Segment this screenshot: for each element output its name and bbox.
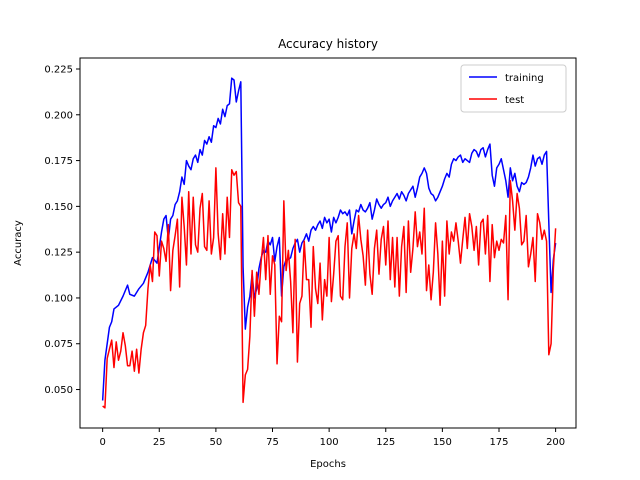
x-tick-label: 125: [376, 437, 395, 448]
y-tick-label: 0.150: [44, 202, 73, 213]
x-tick-label: 75: [266, 437, 279, 448]
plot-frame: [79, 57, 577, 429]
x-tick-label: 50: [210, 437, 223, 448]
series-layer: [101, 77, 557, 409]
legend-label-test: test: [505, 95, 524, 106]
y-tick-label: 0.225: [44, 64, 73, 75]
x-tick-label: 150: [433, 437, 452, 448]
x-axis: 0 25 50 75 100 125 150 175 200: [99, 428, 565, 448]
x-axis-title: Epochs: [310, 459, 346, 470]
legend-label-training: training: [505, 73, 544, 84]
y-tick-label: 0.050: [44, 385, 73, 396]
y-axis-title: Accuracy: [13, 220, 24, 266]
y-tick-label: 0.175: [44, 156, 73, 167]
x-tick-label: 100: [320, 437, 339, 448]
x-tick-label: 175: [489, 437, 508, 448]
y-axis: 0.050 0.075 0.100 0.125 0.150 0.175 0.200 0.225: [44, 64, 80, 396]
x-tick-label: 0: [99, 437, 105, 448]
x-tick-label: 25: [153, 437, 166, 448]
series-line-training: [101, 77, 557, 401]
y-tick-label: 0.100: [44, 293, 73, 304]
series-line-test: [102, 167, 557, 409]
y-tick-label: 0.075: [44, 339, 73, 350]
y-tick-label: 0.125: [44, 248, 73, 259]
y-tick-label: 0.200: [44, 110, 73, 121]
x-tick-label: 200: [546, 437, 565, 448]
legend: training test: [460, 64, 567, 113]
chart-title: Accuracy history: [278, 37, 378, 51]
